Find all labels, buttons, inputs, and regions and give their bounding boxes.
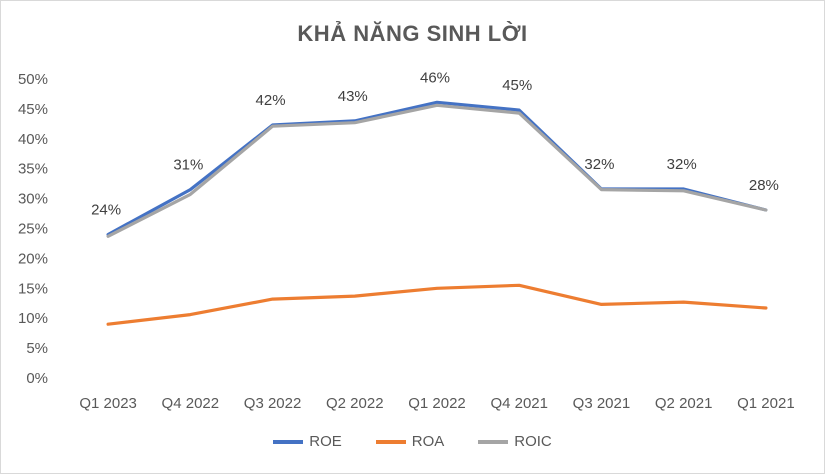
- y-tick-label: 15%: [18, 280, 48, 297]
- data-label-roe: 45%: [502, 77, 532, 94]
- x-tick-label: Q1 2021: [737, 395, 795, 412]
- y-tick-label: 40%: [18, 131, 48, 148]
- legend-swatch-roic: [478, 439, 509, 444]
- x-tick-label: Q4 2022: [162, 395, 220, 412]
- x-tick-label: Q3 2022: [244, 395, 302, 412]
- legend-swatch-roe: [273, 439, 304, 444]
- data-label-roe: 28%: [749, 177, 779, 194]
- series-line-roic: [106, 103, 768, 238]
- y-tick-label: 10%: [18, 310, 48, 327]
- legend-item-roa: ROA: [375, 433, 445, 450]
- data-label-roe: 32%: [584, 156, 614, 173]
- y-tick-label: 45%: [18, 101, 48, 118]
- x-tick-label: Q3 2021: [573, 395, 631, 412]
- legend-label-roic: ROIC: [514, 433, 552, 450]
- y-tick-label: 5%: [26, 340, 48, 357]
- y-tick-label: 50%: [18, 71, 48, 88]
- series-line-roa: [106, 283, 768, 326]
- x-tick-label: Q1 2022: [408, 395, 466, 412]
- legend-item-roe: ROE: [273, 433, 342, 450]
- data-label-roe: 42%: [256, 92, 286, 109]
- y-tick-label: 0%: [26, 370, 48, 387]
- data-label-roe: 31%: [173, 157, 203, 174]
- y-tick-label: 20%: [18, 250, 48, 267]
- y-tick-label: 30%: [18, 191, 48, 208]
- legend-item-roic: ROIC: [478, 433, 552, 450]
- y-tick-label: 25%: [18, 221, 48, 238]
- y-tick-label: 35%: [18, 161, 48, 178]
- x-tick-label: Q1 2023: [79, 395, 137, 412]
- x-tick-label: Q2 2021: [655, 395, 713, 412]
- legend-swatch-roa: [375, 439, 406, 444]
- x-tick-label: Q4 2021: [490, 395, 548, 412]
- data-label-roe: 24%: [91, 201, 121, 218]
- legend: ROE ROA ROIC: [1, 433, 824, 450]
- data-label-roe: 32%: [667, 156, 697, 173]
- chart-title: KHẢ NĂNG SINH LỜI: [297, 21, 528, 46]
- data-label-roe: 46%: [420, 69, 450, 86]
- legend-label-roe: ROE: [309, 433, 342, 450]
- x-tick-label: Q2 2022: [326, 395, 384, 412]
- legend-label-roa: ROA: [411, 433, 445, 450]
- data-label-roe: 43%: [338, 88, 368, 105]
